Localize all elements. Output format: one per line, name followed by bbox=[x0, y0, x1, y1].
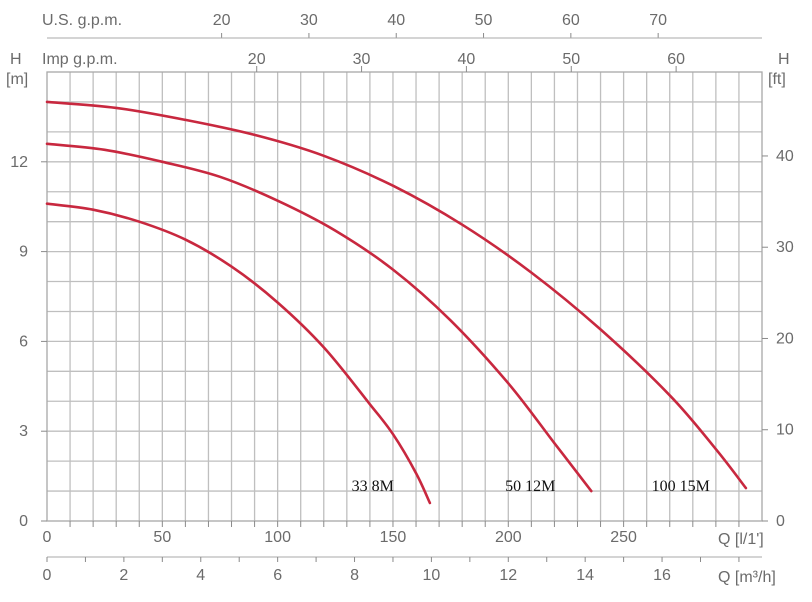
curve-1 bbox=[45, 202, 432, 505]
us-gpm-axis-label: U.S. g.p.m. bbox=[42, 12, 122, 29]
right-tick-label: 30 bbox=[776, 239, 794, 256]
bottom-axis-ticks-l-per-min: 0 50 100 150 200 250 bbox=[43, 521, 740, 546]
right-tick-label: 40 bbox=[776, 148, 794, 165]
left-tick-label: 3 bbox=[19, 423, 28, 440]
left-tick-label: 6 bbox=[19, 333, 28, 350]
imp-gpm-tick-label: 40 bbox=[458, 51, 476, 68]
l-per-min-tick-label: 200 bbox=[495, 529, 522, 546]
l-per-min-tick-label: 100 bbox=[264, 529, 291, 546]
m3h-tick-label: 14 bbox=[576, 567, 594, 584]
imp-gpm-tick-label: 30 bbox=[353, 51, 371, 68]
left-tick-label: 0 bbox=[19, 513, 28, 530]
left-axis-ticks: 0 3 6 9 12 bbox=[10, 154, 47, 530]
us-gpm-tick-label: 40 bbox=[387, 12, 405, 29]
us-gpm-tick-label: 50 bbox=[475, 12, 493, 29]
plot-frame bbox=[46, 71, 763, 522]
m3h-tick-label: 4 bbox=[196, 567, 205, 584]
m3h-tick-label: 0 bbox=[43, 567, 52, 584]
pump-curves bbox=[45, 100, 748, 505]
m3h-tick-label: 2 bbox=[119, 567, 128, 584]
curve-3 bbox=[45, 100, 748, 490]
top-axis-ticks-imp-gpm: 20 30 40 50 60 bbox=[248, 51, 685, 72]
left-tick-label: 12 bbox=[10, 154, 28, 171]
series-labels: 33 8M 50 12M 100 15M bbox=[352, 478, 710, 495]
m3h-tick-label: 6 bbox=[273, 567, 282, 584]
us-gpm-tick-label: 60 bbox=[562, 12, 580, 29]
left-axis-unit: [m] bbox=[6, 71, 28, 88]
left-axis-title: H bbox=[10, 51, 22, 68]
right-tick-label: 20 bbox=[776, 330, 794, 347]
m3h-tick-label: 12 bbox=[499, 567, 517, 584]
right-axis-unit: [ft] bbox=[768, 71, 786, 88]
us-gpm-tick-label: 70 bbox=[649, 12, 667, 29]
l-per-min-tick-label: 0 bbox=[43, 529, 52, 546]
bottom-axis-ticks-m3h: 0 2 4 6 8 10 12 14 16 bbox=[43, 556, 762, 584]
imp-gpm-tick-label: 50 bbox=[562, 51, 580, 68]
imp-gpm-axis-label: Imp g.p.m. bbox=[42, 51, 118, 68]
left-tick-label: 9 bbox=[19, 244, 28, 261]
m3h-tick-label: 10 bbox=[423, 567, 441, 584]
bottom-axis-unit-l-per-min: Q [l/1'] bbox=[718, 531, 764, 548]
series-label-1: 33 8M bbox=[352, 478, 394, 495]
vertical-gridlines bbox=[69, 72, 740, 521]
l-per-min-tick-label: 250 bbox=[610, 529, 637, 546]
m3h-tick-label: 8 bbox=[350, 567, 359, 584]
series-label-3: 100 15M bbox=[652, 478, 710, 495]
l-per-min-tick-label: 50 bbox=[153, 529, 171, 546]
top-axis-ticks-us-gpm: 20 30 40 50 60 70 bbox=[47, 12, 762, 39]
bottom-axis-unit-m3h: Q [m³/h] bbox=[718, 569, 776, 586]
series-label-2: 50 12M bbox=[505, 478, 555, 495]
right-axis-ticks: 0 10 20 30 40 bbox=[762, 148, 794, 530]
right-axis-title: H bbox=[778, 51, 790, 68]
imp-gpm-tick-label: 60 bbox=[667, 51, 685, 68]
right-tick-label: 0 bbox=[776, 513, 785, 530]
imp-gpm-tick-label: 20 bbox=[248, 51, 266, 68]
l-per-min-tick-label: 150 bbox=[380, 529, 407, 546]
curve-2 bbox=[45, 142, 593, 493]
right-tick-label: 10 bbox=[776, 422, 794, 439]
us-gpm-tick-label: 30 bbox=[300, 12, 318, 29]
m3h-tick-label: 16 bbox=[653, 567, 671, 584]
us-gpm-tick-label: 20 bbox=[213, 12, 231, 29]
